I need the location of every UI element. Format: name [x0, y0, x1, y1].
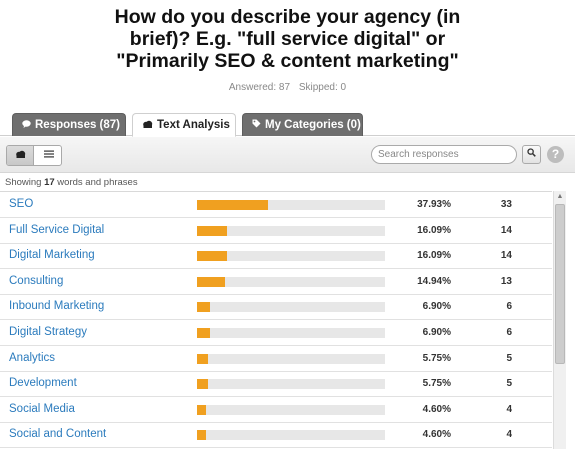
phrase-row[interactable]: Development 5.75% 5 — [0, 371, 552, 398]
percent-value: 37.93% — [417, 199, 451, 210]
percent-bar-track — [197, 430, 385, 441]
tab-responses[interactable]: Responses (87) — [12, 113, 126, 136]
percent-bar-fill — [197, 200, 269, 210]
list-icon — [43, 149, 54, 161]
percent-value: 16.09% — [417, 250, 451, 262]
count-value: 5 — [506, 378, 512, 390]
phrase-row[interactable]: Inbound Marketing 6.90% 6 — [0, 294, 552, 321]
percent-value: 6.90% — [422, 301, 451, 313]
phrase-term-link[interactable]: SEO — [9, 198, 34, 210]
phrase-term-link[interactable]: Full Service Digital — [9, 223, 105, 236]
phrase-term-link[interactable]: Consulting — [9, 274, 64, 287]
percent-bar-track — [197, 404, 385, 415]
cloud-icon — [142, 115, 153, 137]
percent-bar-fill — [197, 276, 226, 287]
tab-my-categories[interactable]: My Categories (0) — [242, 113, 363, 136]
percent-bar-fill — [197, 430, 206, 441]
percent-bar-track — [197, 379, 385, 390]
percent-bar-track — [197, 328, 385, 338]
question-title: How do you describe your agency (in brie… — [0, 6, 575, 72]
phrase-term-link[interactable]: Social Media — [9, 402, 75, 415]
tab-bar: Responses (87) Text Analysis My Categori… — [0, 112, 575, 137]
phrase-term-link[interactable]: Digital Strategy — [9, 326, 87, 338]
phrase-row[interactable]: Digital Strategy 6.90% 6 — [0, 320, 552, 346]
percent-value: 16.09% — [417, 224, 451, 236]
showing-prefix: Showing — [5, 177, 45, 188]
tab-label: Responses (87) — [35, 119, 121, 131]
phrase-term-link[interactable]: Development — [9, 377, 77, 390]
percent-bar-fill — [197, 328, 210, 338]
count-value: 4 — [506, 429, 512, 441]
phrase-term-link[interactable]: Inbound Marketing — [9, 300, 105, 313]
percent-value: 4.60% — [422, 429, 451, 441]
percent-bar-fill — [197, 379, 208, 390]
question-line: brief)? E.g. "full service digital" or — [129, 28, 446, 50]
percent-bar-fill — [197, 225, 228, 236]
percent-bar-track — [197, 225, 385, 236]
tab-text-analysis[interactable]: Text Analysis — [132, 113, 236, 137]
showing-suffix: words and phrases — [54, 177, 138, 188]
count-value: 33 — [500, 199, 512, 210]
scrollbar-thumb[interactable] — [555, 204, 565, 364]
scroll-up-arrow-icon[interactable]: ▲ — [556, 193, 564, 200]
percent-bar-track — [197, 200, 385, 210]
count-value: 6 — [506, 327, 512, 338]
percent-value: 5.75% — [422, 352, 451, 364]
question-line: How do you describe your agency (in — [114, 6, 461, 28]
response-counts: Answered: 87 Skipped: 0 — [0, 82, 575, 93]
phrase-list: SEO 37.93% 33 Full Service Digital 16.09% 14 D… — [0, 191, 552, 449]
showing-count: 17 — [44, 177, 55, 188]
cloud-icon — [15, 149, 26, 161]
tag-icon — [252, 115, 261, 137]
percent-bar-fill — [197, 302, 210, 313]
phrase-row[interactable]: Consulting 14.94% 13 — [0, 269, 552, 295]
percent-value: 5.75% — [422, 378, 451, 390]
view-toggle — [6, 145, 62, 166]
scrollbar[interactable]: ▲ — [553, 191, 566, 449]
phrase-term-link[interactable]: Analytics — [9, 351, 56, 364]
percent-bar-fill — [197, 251, 228, 262]
question-line: "Primarily SEO & content marketing" — [116, 50, 459, 72]
phrase-term-link[interactable]: Social and Content — [9, 428, 107, 441]
cloud-view-button[interactable] — [7, 146, 34, 165]
search-button[interactable] — [522, 145, 541, 164]
showing-summary: Showing 17 words and phrases — [5, 177, 138, 188]
count-value: 5 — [506, 352, 512, 364]
count-value: 6 — [506, 301, 512, 313]
phrase-row[interactable]: Analytics 5.75% 5 — [0, 346, 552, 372]
percent-value: 6.90% — [422, 327, 451, 338]
tab-label: Text Analysis — [157, 119, 230, 131]
phrase-term-link[interactable]: Digital Marketing — [9, 249, 95, 262]
percent-bar-track — [197, 251, 385, 262]
toolbar: ? — [0, 137, 575, 173]
percent-bar-track — [197, 302, 385, 313]
percent-bar-track — [197, 353, 385, 364]
help-button[interactable]: ? — [547, 146, 564, 163]
tab-label: My Categories (0) — [265, 119, 361, 131]
percent-bar-track — [197, 276, 385, 287]
search-input[interactable] — [371, 145, 517, 164]
percent-bar-fill — [197, 404, 206, 415]
magnifier-icon — [527, 148, 536, 160]
count-value: 14 — [500, 250, 512, 262]
speech-bubble-icon — [22, 115, 31, 137]
answered-count: Answered: 87 — [228, 82, 291, 93]
phrase-row[interactable]: SEO 37.93% 33 — [0, 192, 552, 218]
count-value: 14 — [500, 224, 512, 236]
phrase-row[interactable]: Full Service Digital 16.09% 14 — [0, 218, 552, 244]
phrase-row[interactable]: Digital Marketing 16.09% 14 — [0, 243, 552, 270]
count-value: 13 — [500, 275, 512, 287]
list-view-button[interactable] — [35, 146, 61, 165]
count-value: 4 — [506, 403, 512, 415]
phrase-row[interactable]: Social Media 4.60% 4 — [0, 397, 552, 423]
phrase-row[interactable]: Social and Content 4.60% 4 — [0, 422, 552, 449]
skipped-count: Skipped: 0 — [298, 82, 347, 93]
percent-bar-fill — [197, 353, 208, 364]
percent-value: 14.94% — [417, 275, 451, 287]
percent-value: 4.60% — [422, 403, 451, 415]
